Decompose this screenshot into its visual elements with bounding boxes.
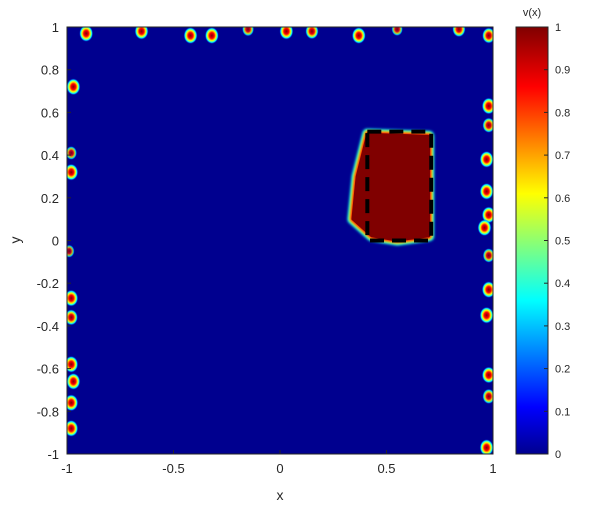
colorbar: v(x) 1 0.9 0.8 0.7 0.6 0.5 0.4 0.3 0.2 0.1 0	[515, 7, 570, 461]
edge-blob	[67, 244, 75, 258]
edge-blob	[481, 97, 493, 115]
colorbar-tick-label: 1	[555, 22, 561, 34]
dashed-rectangle	[365, 129, 434, 243]
edge-blob	[67, 394, 79, 412]
colorbar-ticks: 1 0.9 0.8 0.7 0.6 0.5 0.4 0.3 0.2 0.1 0	[544, 22, 570, 461]
colorbar-tick-label: 0	[555, 449, 561, 461]
edge-blob	[477, 219, 492, 237]
edge-blob	[479, 150, 493, 168]
edge-blob	[67, 163, 79, 181]
y-tick-label: -0.6	[37, 362, 59, 377]
edge-blob	[481, 281, 493, 299]
colorbar-tick-label: 0.3	[555, 321, 570, 333]
y-tick-label: -0.4	[37, 319, 59, 334]
edge-blob	[479, 306, 493, 324]
edge-blob	[479, 182, 493, 200]
edge-blob	[481, 366, 493, 384]
colorbar-tick-label: 0.7	[555, 150, 570, 162]
colorbar-label: v(x)	[523, 7, 541, 19]
colorbar-tick-label: 0.6	[555, 193, 570, 205]
colorbar-tick-label: 0.9	[555, 65, 570, 77]
x-axis-label: x	[277, 487, 284, 503]
edge-blob	[482, 27, 493, 44]
edge-blob	[241, 27, 255, 37]
colorbar-tick-label: 0.2	[555, 364, 570, 376]
edge-blob	[67, 373, 81, 390]
x-tick-label: -0.5	[162, 461, 184, 476]
edge-blob	[479, 439, 493, 454]
edge-blob	[482, 248, 493, 263]
colorbar-gradient	[515, 26, 549, 455]
edge-blob	[134, 27, 149, 40]
main-region	[347, 128, 435, 246]
y-tick-label: -0.2	[37, 276, 59, 291]
y-tick-label: -1	[47, 447, 59, 462]
edge-blob	[452, 27, 466, 38]
y-axis-label: y	[7, 237, 23, 244]
y-tick-label: 1	[52, 20, 59, 35]
edge-blob	[481, 206, 493, 224]
y-tick-label: 0.6	[41, 105, 59, 120]
edge-blob	[482, 388, 493, 405]
edge-blob	[67, 78, 81, 96]
plot-area: -1 -0.5 0 0.5 1 1 0.8 0.6 0.4 0.2 0 -0.2 -0.4 -0.6 -0…	[37, 20, 497, 476]
x-tick-label: 0.5	[377, 461, 395, 476]
y-tick-label: 0.2	[41, 191, 59, 206]
y-tick-label: 0.4	[41, 148, 59, 163]
y-ticks: 1 0.8 0.6 0.4 0.2 0 -0.2 -0.4 -0.6 -0.8 -1	[37, 20, 71, 462]
edge-blob	[67, 146, 78, 160]
y-tick-label: -0.8	[37, 404, 59, 419]
edge-blob	[67, 289, 79, 307]
x-tick-label: 1	[489, 461, 496, 476]
colorbar-tick-label: 0.8	[555, 107, 570, 119]
y-tick-label: 0.8	[41, 63, 59, 78]
edge-blob	[305, 27, 319, 40]
edge-blobs	[67, 27, 493, 454]
edge-blob	[279, 27, 294, 40]
edge-blob	[67, 355, 79, 373]
edge-blob	[351, 27, 366, 44]
region-core	[351, 132, 431, 242]
edge-blob	[67, 419, 79, 437]
colorbar-tick-label: 0.4	[555, 278, 570, 290]
edge-blob	[204, 27, 219, 44]
y-tick-label: 0	[52, 234, 59, 249]
colorbar-tick-label: 0.1	[555, 406, 570, 418]
edge-blob	[391, 27, 403, 37]
edge-blob	[183, 27, 198, 44]
x-ticks: -1 -0.5 0 0.5 1	[61, 450, 497, 476]
edge-blob	[79, 27, 94, 42]
edge-blob	[482, 117, 493, 133]
dashed-box	[365, 129, 434, 243]
x-tick-label: 0	[276, 461, 283, 476]
x-tick-label: -1	[61, 461, 73, 476]
colorbar-tick-label: 0.5	[555, 236, 570, 248]
edge-blob	[67, 309, 78, 326]
